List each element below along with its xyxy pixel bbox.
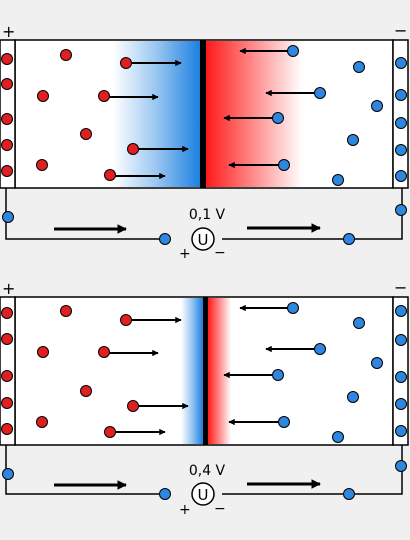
- hole: [1, 307, 13, 319]
- electron: [287, 302, 299, 314]
- electron: [332, 174, 344, 186]
- wire-electron: [2, 211, 14, 223]
- hole: [98, 90, 110, 102]
- electron: [353, 61, 365, 73]
- electron: [395, 398, 407, 410]
- electron: [278, 416, 290, 428]
- hole: [36, 159, 48, 171]
- hole: [1, 423, 13, 435]
- electron: [395, 425, 407, 437]
- holes: [1, 49, 139, 181]
- hole: [60, 49, 72, 61]
- electron: [395, 117, 407, 129]
- electron: [314, 87, 326, 99]
- wire-electron: [2, 468, 14, 480]
- electrons: [272, 302, 407, 443]
- junction-line: [200, 40, 206, 188]
- electron: [278, 159, 290, 171]
- meter-minus-sign: −: [214, 245, 226, 261]
- electron: [395, 170, 407, 182]
- wire-left: [5, 188, 160, 240]
- hole: [1, 165, 13, 177]
- plus-sign: +: [2, 22, 15, 41]
- hole: [1, 370, 13, 382]
- electron: [272, 112, 284, 124]
- hole: [120, 314, 132, 326]
- wire-electron: [395, 204, 407, 216]
- electron: [332, 431, 344, 443]
- electrons: [272, 45, 407, 186]
- wire-left: [5, 445, 160, 495]
- electron: [272, 369, 284, 381]
- hole: [98, 346, 110, 358]
- hole: [104, 426, 116, 438]
- voltage-label: 0,4 V: [189, 463, 226, 479]
- hole: [120, 57, 132, 69]
- panel-top: + −: [0, 21, 409, 262]
- hole: [1, 113, 13, 125]
- voltmeter-symbol: U: [198, 486, 209, 504]
- hole: [1, 397, 13, 409]
- hole: [60, 305, 72, 317]
- electron: [371, 357, 383, 369]
- hole: [80, 128, 92, 140]
- holes: [1, 305, 139, 438]
- meter-minus-sign: −: [214, 501, 226, 517]
- minus-sign: −: [394, 21, 407, 40]
- voltmeter-symbol: U: [198, 231, 209, 249]
- voltage-label: 0,1 V: [189, 207, 226, 223]
- electron: [395, 371, 407, 383]
- junction-line: [203, 297, 208, 445]
- panel-bottom: + −: [0, 278, 409, 518]
- electron: [314, 343, 326, 355]
- electron: [395, 305, 407, 317]
- minus-sign: −: [394, 278, 407, 297]
- wire-electron: [343, 488, 355, 500]
- electron: [347, 391, 359, 403]
- wire-electron: [395, 460, 407, 472]
- right-electrode: [392, 296, 409, 446]
- voltmeter: [191, 227, 215, 251]
- meter-plus-sign: +: [179, 502, 191, 518]
- hole: [104, 169, 116, 181]
- p-depletion-region: [181, 298, 203, 444]
- electron: [347, 134, 359, 146]
- hole: [127, 143, 139, 155]
- hole: [1, 139, 13, 151]
- hole: [80, 385, 92, 397]
- wire-electron: [159, 488, 171, 500]
- hole: [1, 53, 13, 65]
- hole: [1, 78, 13, 90]
- wire-electron: [343, 233, 355, 245]
- hole-arrows: [109, 316, 189, 436]
- electron: [353, 317, 365, 329]
- hole: [1, 333, 13, 345]
- wire-right: [222, 445, 403, 495]
- meter-plus-sign: +: [179, 246, 191, 262]
- wire-electron: [159, 233, 171, 245]
- electron: [371, 100, 383, 112]
- electron: [287, 45, 299, 57]
- electron: [395, 334, 407, 346]
- hole: [37, 90, 49, 102]
- electron: [395, 144, 407, 156]
- n-depletion-region: [208, 298, 231, 444]
- hole-arrows: [109, 59, 189, 180]
- voltmeter: [191, 482, 215, 506]
- hole: [37, 346, 49, 358]
- electron: [395, 57, 407, 69]
- hole: [127, 400, 139, 412]
- hole: [36, 416, 48, 428]
- electron: [395, 89, 407, 101]
- plus-sign: +: [2, 279, 15, 298]
- electron-arrows: [223, 47, 315, 169]
- wire-right: [222, 188, 403, 240]
- electron-arrows: [223, 304, 315, 426]
